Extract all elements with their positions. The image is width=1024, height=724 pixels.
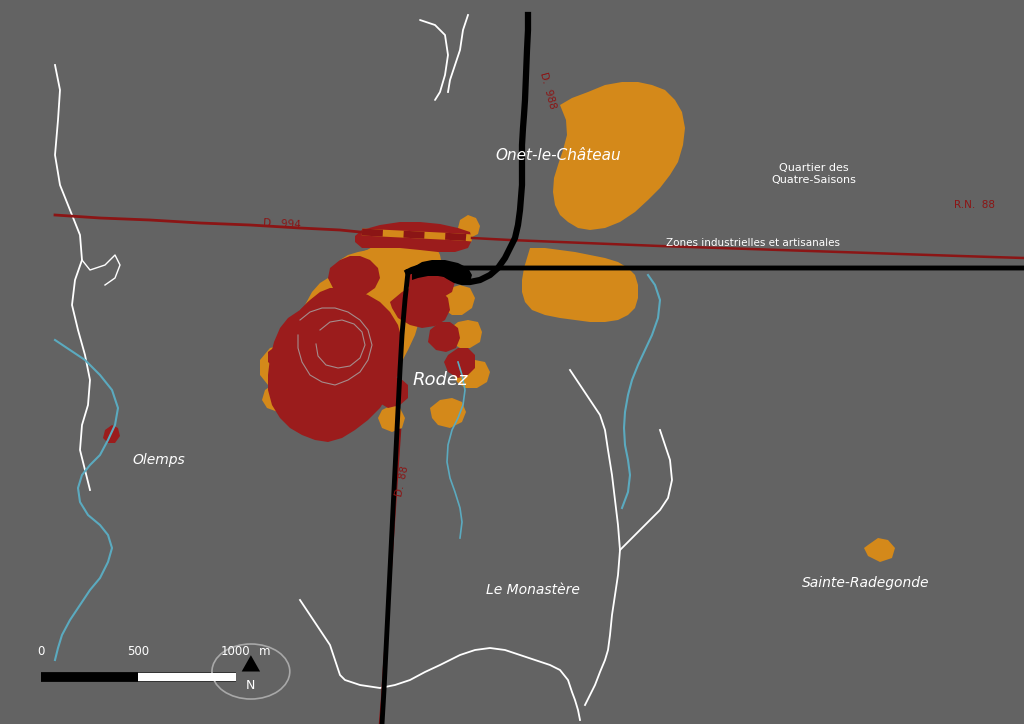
Polygon shape bbox=[242, 655, 260, 672]
Polygon shape bbox=[446, 320, 482, 348]
Polygon shape bbox=[390, 285, 450, 328]
Polygon shape bbox=[408, 225, 445, 250]
Polygon shape bbox=[444, 348, 475, 378]
Text: Zones industrielles et artisanales: Zones industrielles et artisanales bbox=[666, 237, 840, 248]
Text: Le Monastère: Le Monastère bbox=[485, 583, 580, 597]
Polygon shape bbox=[406, 262, 455, 300]
Polygon shape bbox=[282, 248, 422, 422]
Polygon shape bbox=[262, 383, 295, 412]
Text: N: N bbox=[246, 679, 256, 692]
Polygon shape bbox=[428, 322, 460, 352]
Text: R.N.  88: R.N. 88 bbox=[954, 200, 995, 210]
Polygon shape bbox=[335, 250, 382, 298]
Text: D.  88: D. 88 bbox=[394, 466, 411, 497]
Polygon shape bbox=[864, 538, 895, 562]
Text: 0: 0 bbox=[37, 645, 45, 658]
Text: D.  994: D. 994 bbox=[262, 219, 301, 230]
Polygon shape bbox=[453, 360, 490, 388]
Polygon shape bbox=[378, 405, 406, 432]
Text: 500: 500 bbox=[127, 645, 150, 658]
Text: Onet-le-Château: Onet-le-Château bbox=[496, 148, 621, 163]
Polygon shape bbox=[268, 288, 402, 442]
Polygon shape bbox=[328, 256, 380, 298]
Polygon shape bbox=[300, 288, 358, 332]
Text: D.  988: D. 988 bbox=[539, 71, 557, 110]
Polygon shape bbox=[314, 302, 335, 325]
Polygon shape bbox=[522, 248, 638, 322]
Polygon shape bbox=[260, 345, 298, 388]
Text: Olemps: Olemps bbox=[132, 452, 185, 467]
Polygon shape bbox=[430, 398, 466, 428]
Polygon shape bbox=[268, 346, 290, 368]
Text: 1000: 1000 bbox=[221, 645, 250, 658]
Polygon shape bbox=[348, 382, 375, 408]
Polygon shape bbox=[355, 222, 472, 252]
Polygon shape bbox=[438, 285, 475, 315]
Text: Rodez: Rodez bbox=[413, 371, 468, 389]
Text: m: m bbox=[258, 645, 270, 658]
Polygon shape bbox=[103, 425, 120, 443]
Polygon shape bbox=[412, 260, 472, 282]
Text: Quartier des
Quatre-Saisons: Quartier des Quatre-Saisons bbox=[772, 163, 856, 185]
Polygon shape bbox=[458, 215, 480, 238]
Text: Sainte-Radegonde: Sainte-Radegonde bbox=[802, 576, 929, 590]
Polygon shape bbox=[553, 82, 685, 230]
Polygon shape bbox=[335, 235, 442, 308]
Polygon shape bbox=[374, 378, 408, 408]
